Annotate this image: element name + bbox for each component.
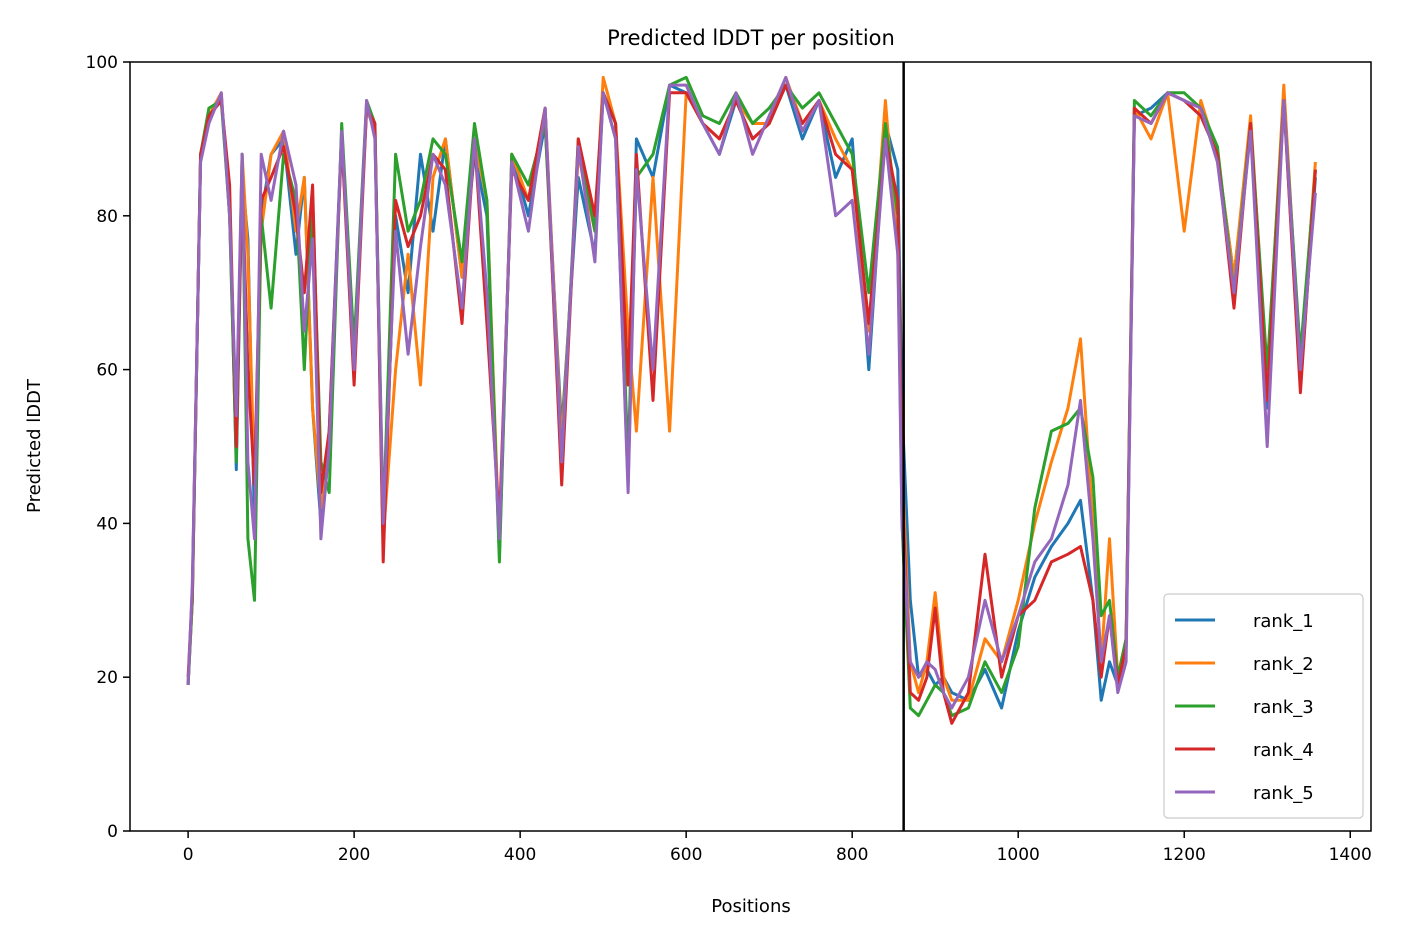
x-axis-label: Positions bbox=[711, 896, 790, 917]
y-tick-label: 60 bbox=[96, 361, 118, 381]
y-axis-label: Predicted lDDT bbox=[24, 378, 45, 513]
x-tick-label: 0 bbox=[183, 845, 194, 865]
series-line-rank_1 bbox=[186, 83, 1317, 710]
chart-title: Predicted lDDT per position bbox=[607, 26, 895, 50]
y-axis-ticks: 0 20 40 60 80 100 bbox=[86, 53, 130, 842]
legend-label-rank_4: rank_4 bbox=[1253, 740, 1314, 761]
legend-label-rank_5: rank_5 bbox=[1253, 783, 1314, 804]
x-tick-label: 1400 bbox=[1329, 845, 1372, 865]
y-tick-label: 0 bbox=[107, 822, 118, 842]
y-tick-label: 80 bbox=[96, 207, 118, 227]
x-tick-label: 400 bbox=[504, 845, 536, 865]
series-line-rank_2 bbox=[186, 75, 1317, 702]
x-axis-ticks: 0 200 400 600 800 1000 1200 1400 bbox=[183, 831, 1372, 865]
legend-label-rank_1: rank_1 bbox=[1253, 611, 1314, 632]
plot-lines bbox=[186, 75, 1317, 725]
series-line-rank_3 bbox=[186, 75, 1317, 718]
x-tick-label: 1200 bbox=[1163, 845, 1206, 865]
y-tick-label: 20 bbox=[96, 668, 118, 688]
y-tick-label: 100 bbox=[86, 53, 118, 73]
legend: rank_1 rank_2 rank_3 rank_4 rank_5 bbox=[1163, 593, 1364, 819]
legend-label-rank_3: rank_3 bbox=[1253, 697, 1314, 718]
legend-box bbox=[1163, 593, 1364, 819]
series-line-rank_4 bbox=[186, 83, 1317, 725]
y-tick-label: 40 bbox=[96, 514, 118, 534]
legend-label-rank_2: rank_2 bbox=[1253, 654, 1314, 675]
x-tick-label: 200 bbox=[338, 845, 370, 865]
x-tick-label: 1000 bbox=[997, 845, 1040, 865]
plot-frame bbox=[129, 61, 1372, 832]
x-tick-label: 600 bbox=[670, 845, 702, 865]
series-line-rank_5 bbox=[186, 75, 1317, 710]
x-tick-label: 800 bbox=[836, 845, 868, 865]
